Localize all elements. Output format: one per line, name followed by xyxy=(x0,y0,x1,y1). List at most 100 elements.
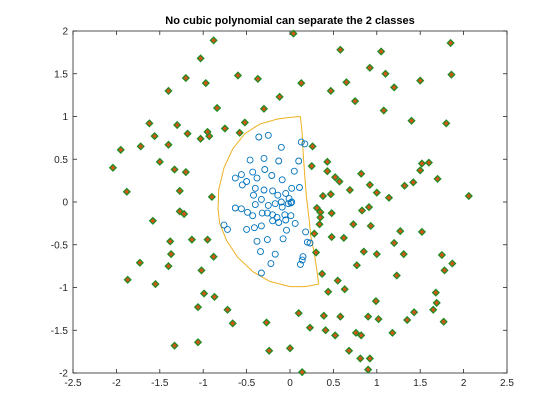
outer-point xyxy=(209,36,218,45)
outer-point xyxy=(447,70,456,79)
inner-point xyxy=(282,216,290,224)
x-tick-label: -2 xyxy=(112,378,121,389)
inner-point xyxy=(257,222,265,230)
outer-point xyxy=(297,79,306,88)
outer-point xyxy=(193,303,203,312)
inner-point xyxy=(260,154,268,162)
outer-point xyxy=(207,192,216,201)
outer-point xyxy=(333,276,342,285)
outer-point xyxy=(340,285,349,294)
outer-point xyxy=(316,213,325,222)
outer-point xyxy=(371,297,381,306)
inner-point xyxy=(288,184,296,192)
outer-point xyxy=(170,165,179,174)
inner-point xyxy=(306,239,314,247)
outer-point xyxy=(196,134,205,143)
inner-point xyxy=(299,253,307,261)
outer-point xyxy=(324,287,333,296)
inner-point xyxy=(253,174,261,182)
inner-point xyxy=(257,195,265,203)
outer-point xyxy=(366,221,375,231)
inner-point xyxy=(258,209,266,217)
outer-point xyxy=(203,127,212,137)
outer-point xyxy=(164,140,173,149)
outer-point xyxy=(336,312,345,321)
outer-point xyxy=(308,142,317,151)
outer-point xyxy=(416,76,425,85)
outer-point xyxy=(212,103,222,113)
outer-point xyxy=(233,71,243,80)
y-tick-label: -1 xyxy=(59,283,68,294)
outer-point xyxy=(166,237,175,246)
outer-point xyxy=(379,106,388,115)
outer-point xyxy=(175,186,184,196)
inner-point xyxy=(278,176,286,184)
outer-point xyxy=(390,238,399,248)
outer-point xyxy=(364,365,373,374)
inner-point xyxy=(249,212,257,220)
inner-point xyxy=(243,225,251,233)
outer-point xyxy=(265,346,274,355)
outer-point xyxy=(193,338,203,347)
inner-point xyxy=(268,172,276,179)
outer-point xyxy=(197,266,206,275)
outer-point xyxy=(151,279,160,289)
outer-point xyxy=(364,203,374,212)
outer-point xyxy=(321,326,330,335)
inner-point xyxy=(255,133,263,141)
outer-point xyxy=(372,250,381,259)
outer-point xyxy=(442,119,451,128)
outer-point xyxy=(357,331,366,340)
outer-point xyxy=(432,298,441,308)
inner-point xyxy=(261,166,269,173)
inner-point xyxy=(251,184,259,192)
outer-point xyxy=(437,250,447,260)
outer-point xyxy=(344,346,354,355)
outer-point xyxy=(396,226,405,236)
outer-point xyxy=(123,275,132,284)
inner-point xyxy=(279,235,287,243)
inner-point xyxy=(287,212,295,220)
outer-point xyxy=(440,266,449,275)
inner-point xyxy=(291,219,299,227)
inner-point xyxy=(271,200,279,208)
outer-point xyxy=(327,208,336,218)
outer-point xyxy=(327,232,336,242)
y-tick-label: 0 xyxy=(62,198,68,209)
x-tick-label: 0.5 xyxy=(326,378,340,389)
outer-point xyxy=(108,163,118,172)
y-tick-label: 1 xyxy=(62,112,68,123)
outer-point xyxy=(351,328,361,337)
inner-point xyxy=(288,198,296,206)
outer-point xyxy=(359,247,368,256)
outer-point xyxy=(199,289,209,298)
outer-point xyxy=(345,185,355,195)
outer-point xyxy=(150,132,159,141)
inner-point xyxy=(278,203,286,211)
inner-point xyxy=(243,178,251,185)
y-axis-ticks: -2 -1.5 -1 -0.5 0 0.5 1 1.5 2 xyxy=(51,27,507,380)
outer-point xyxy=(166,250,176,259)
outer-point xyxy=(407,116,416,125)
inner-point xyxy=(283,226,290,234)
outer-point xyxy=(148,216,157,225)
outer-point xyxy=(196,54,205,63)
outer-point xyxy=(326,190,335,199)
inner-point xyxy=(271,250,279,258)
outer-point xyxy=(203,235,212,244)
outer-point xyxy=(223,305,232,314)
x-tick-label: 2 xyxy=(461,378,467,389)
outer-point xyxy=(228,319,237,328)
outer-point xyxy=(179,209,189,219)
outer-point xyxy=(448,259,457,268)
outer-point xyxy=(235,128,244,137)
outer-point xyxy=(187,235,197,244)
outer-point xyxy=(424,158,433,167)
inner-point xyxy=(282,189,290,197)
y-tick-label: -2 xyxy=(59,369,68,380)
outer-point xyxy=(253,74,263,83)
outer-point xyxy=(201,79,210,88)
outer-point xyxy=(259,104,269,113)
